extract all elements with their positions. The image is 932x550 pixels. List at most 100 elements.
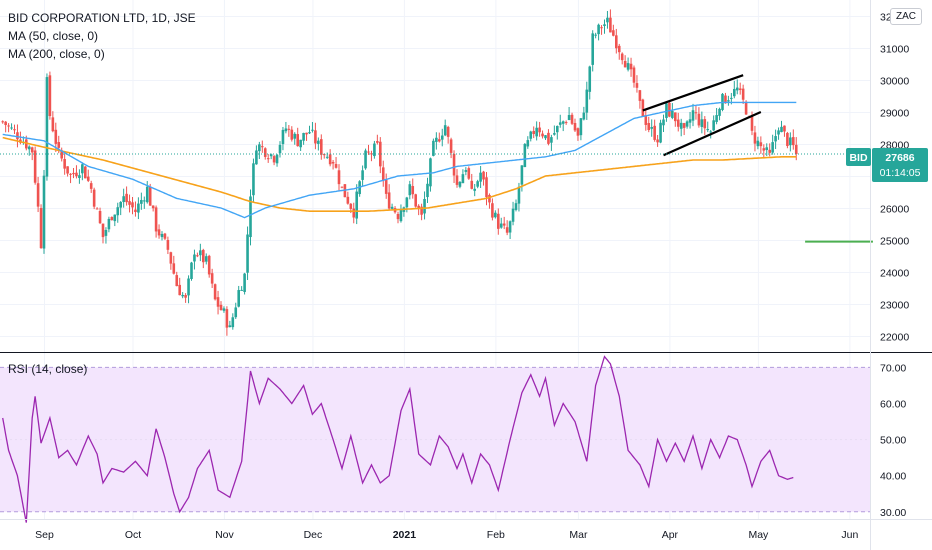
- candle-body[interactable]: [479, 172, 482, 182]
- candle-body[interactable]: [449, 139, 453, 153]
- candle-body[interactable]: [322, 154, 326, 156]
- candle-up[interactable]: [432, 138, 435, 157]
- candle-up[interactable]: [246, 226, 249, 280]
- candle-up[interactable]: [435, 132, 438, 150]
- candle-body[interactable]: [39, 208, 43, 249]
- candle-body[interactable]: [290, 129, 294, 140]
- candle-down[interactable]: [157, 224, 161, 239]
- candle-down[interactable]: [30, 146, 34, 161]
- candle-down[interactable]: [7, 123, 10, 133]
- candle-down[interactable]: [620, 52, 624, 65]
- candle-body[interactable]: [715, 115, 718, 122]
- candle-up[interactable]: [511, 201, 515, 226]
- candle-body[interactable]: [190, 262, 193, 279]
- candle-body[interactable]: [255, 150, 258, 165]
- candle-body[interactable]: [1, 121, 4, 123]
- candle-down[interactable]: [694, 105, 698, 120]
- candle-up[interactable]: [556, 125, 559, 140]
- candle-body[interactable]: [600, 27, 603, 29]
- candle-body[interactable]: [193, 254, 196, 262]
- candle-body[interactable]: [381, 167, 385, 181]
- candle-body[interactable]: [373, 143, 376, 157]
- candle-body[interactable]: [783, 125, 786, 132]
- candle-body[interactable]: [213, 284, 217, 300]
- candle-down[interactable]: [72, 168, 75, 179]
- time-tick-label[interactable]: Nov: [215, 529, 234, 541]
- candle-down[interactable]: [331, 159, 335, 170]
- candle-body[interactable]: [246, 234, 249, 273]
- candle-body[interactable]: [4, 121, 7, 126]
- candle-body[interactable]: [789, 137, 792, 146]
- candle-body[interactable]: [145, 186, 149, 203]
- candle-body[interactable]: [671, 110, 674, 118]
- candle-up[interactable]: [299, 139, 302, 151]
- candle-up[interactable]: [789, 132, 792, 152]
- ma50-legend[interactable]: MA (50, close, 0): [8, 29, 99, 43]
- candle-down[interactable]: [762, 144, 766, 158]
- candle-up[interactable]: [706, 121, 710, 133]
- candle-body[interactable]: [517, 186, 521, 204]
- candle-down[interactable]: [676, 112, 680, 132]
- price-tick-label[interactable]: 26000: [880, 204, 909, 216]
- candle-up[interactable]: [514, 199, 518, 212]
- candle-up[interactable]: [281, 126, 285, 151]
- candle-down[interactable]: [334, 157, 338, 169]
- candle-up[interactable]: [249, 189, 252, 246]
- candle-body[interactable]: [266, 158, 270, 160]
- candle-up[interactable]: [137, 197, 140, 220]
- candle-body[interactable]: [455, 175, 459, 185]
- candle-body[interactable]: [384, 179, 388, 194]
- candle-body[interactable]: [42, 175, 46, 249]
- candle-down[interactable]: [417, 204, 420, 216]
- candle-body[interactable]: [706, 129, 710, 131]
- candle-up[interactable]: [665, 102, 668, 122]
- candle-down[interactable]: [175, 271, 179, 287]
- candle-body[interactable]: [396, 213, 400, 220]
- candle-up[interactable]: [780, 120, 783, 133]
- candle-up[interactable]: [429, 157, 432, 192]
- candle-body[interactable]: [331, 161, 335, 164]
- candle-up[interactable]: [399, 204, 403, 223]
- candle-body[interactable]: [78, 175, 81, 179]
- candle-up[interactable]: [523, 142, 527, 168]
- candle-body[interactable]: [603, 24, 606, 27]
- candle-body[interactable]: [488, 194, 491, 203]
- candle-body[interactable]: [567, 115, 571, 121]
- candle-down[interactable]: [305, 132, 308, 141]
- candle-body[interactable]: [609, 17, 612, 33]
- candle-body[interactable]: [685, 121, 689, 127]
- candle-down[interactable]: [379, 137, 382, 174]
- candle-body[interactable]: [101, 223, 105, 238]
- candle-up[interactable]: [603, 19, 606, 34]
- candle-down[interactable]: [576, 127, 580, 141]
- candle-body[interactable]: [561, 121, 565, 124]
- candle-body[interactable]: [281, 129, 285, 145]
- candle-down[interactable]: [682, 122, 686, 136]
- candle-body[interactable]: [175, 275, 179, 287]
- candle-up[interactable]: [520, 165, 524, 192]
- candle-down[interactable]: [615, 28, 618, 54]
- candle-up[interactable]: [107, 216, 111, 233]
- candle-body[interactable]: [33, 150, 37, 183]
- candle-body[interactable]: [547, 132, 550, 144]
- candle-down[interactable]: [320, 134, 323, 160]
- candle-down[interactable]: [387, 184, 391, 210]
- candle-body[interactable]: [735, 87, 739, 91]
- candle-body[interactable]: [635, 83, 639, 88]
- candle-body[interactable]: [16, 132, 19, 140]
- candle-down[interactable]: [455, 169, 459, 188]
- candle-down[interactable]: [532, 126, 535, 139]
- candle-body[interactable]: [420, 206, 423, 215]
- candle-body[interactable]: [234, 307, 238, 318]
- candle-body[interactable]: [60, 150, 63, 159]
- candle-body[interactable]: [157, 229, 161, 236]
- candle-body[interactable]: [467, 168, 471, 179]
- candle-body[interactable]: [243, 273, 246, 292]
- candle-body[interactable]: [337, 170, 341, 185]
- candle-body[interactable]: [606, 17, 609, 23]
- candle-body[interactable]: [278, 144, 282, 154]
- candle-up[interactable]: [727, 95, 730, 106]
- candle-up[interactable]: [160, 231, 164, 241]
- candle-body[interactable]: [140, 199, 143, 204]
- candle-up[interactable]: [594, 32, 597, 39]
